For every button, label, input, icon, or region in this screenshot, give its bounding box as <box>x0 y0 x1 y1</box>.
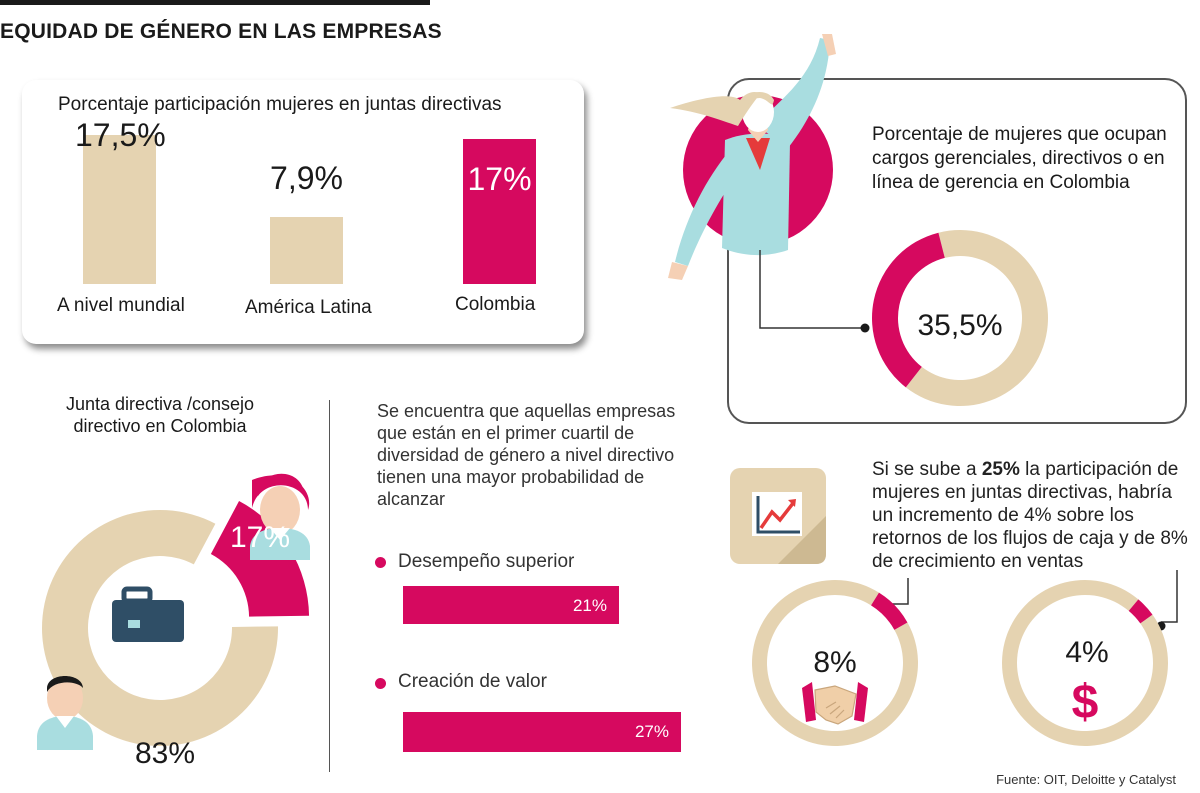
bar-label-latam: América Latina <box>245 297 372 318</box>
board-men-value: 83% <box>135 737 195 770</box>
woman-avatar-icon <box>250 473 310 560</box>
handshake-icon <box>802 682 868 725</box>
bullet-dot-value <box>375 678 386 689</box>
section-divider <box>329 400 330 772</box>
bar-world <box>83 135 156 284</box>
bar-value-latam: 7,9% <box>270 160 343 196</box>
header-rule <box>0 0 430 5</box>
managers-text: Porcentaje de mujeres que ocupan cargos … <box>872 124 1167 193</box>
bar-label-colombia: Colombia <box>455 294 536 315</box>
bar-value-world: 17,5% <box>75 117 166 153</box>
finding-suffix: la participación de mujeres en juntas di… <box>872 459 1188 572</box>
sales-donut <box>752 580 918 746</box>
board-chart-title: Porcentaje participación mujeres en junt… <box>58 94 502 115</box>
leader-dot <box>860 323 870 333</box>
source-note: Fuente: OIT, Deloitte y Catalyst <box>996 772 1176 787</box>
finding-text: Si se sube a 25% la participación de muj… <box>872 458 1192 573</box>
study-label-value: Creación de valor <box>398 671 547 692</box>
managers-donut-area: 35,5% <box>759 230 1048 406</box>
leader-line-returns <box>1161 570 1178 623</box>
board-men-slice <box>42 510 278 746</box>
study-value-performance: 21% <box>572 596 607 615</box>
managers-rest-slice <box>905 230 1048 406</box>
study-bar-performance <box>403 586 619 624</box>
sales-growth-slice <box>871 592 908 630</box>
bar-label-world: A nivel mundial <box>57 295 185 316</box>
bullet-dot-performance <box>375 557 386 568</box>
managers-women-slice <box>872 232 945 388</box>
finding-donuts-area: 8% 4% $ <box>752 570 1178 746</box>
woman-illustration <box>668 34 836 280</box>
board-women-value: 17% <box>230 521 290 554</box>
sales-value: 8% <box>813 646 856 679</box>
managers-donut <box>872 230 1048 406</box>
returns-value: 4% <box>1065 636 1108 669</box>
bar-colombia <box>463 139 536 284</box>
study-label-performance: Desempeño superior <box>398 551 575 572</box>
managers-value: 35,5% <box>917 309 1002 342</box>
man-avatar-icon <box>37 676 93 750</box>
briefcase-icon <box>112 586 184 642</box>
returns-donut <box>1001 579 1168 746</box>
returns-growth-slice <box>1128 599 1153 624</box>
leader-line <box>759 250 865 329</box>
study-value-value: 27% <box>634 722 669 741</box>
finding-prefix: Si se sube a <box>872 459 982 480</box>
bar-value-colombia: 17% <box>467 161 532 197</box>
study-bar-value <box>403 712 681 752</box>
bar-latam <box>270 217 343 284</box>
board-colombia-donut-area: 17% 83% <box>37 473 310 770</box>
study-text: Se encuentra que aquellas empresas que e… <box>377 401 676 509</box>
page-title: EQUIDAD DE GÉNERO EN LAS EMPRESAS <box>0 20 442 43</box>
dollar-icon: $ <box>1072 676 1099 729</box>
board-colombia-title: Junta directiva /consejo directivo en Co… <box>65 394 255 436</box>
growth-chart-icon <box>730 468 826 564</box>
finding-highlight: 25% <box>981 459 1020 480</box>
